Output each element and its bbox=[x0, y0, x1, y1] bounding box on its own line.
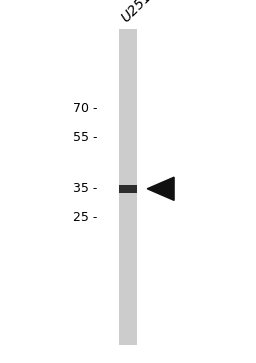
Text: 35 -: 35 - bbox=[73, 182, 97, 195]
Text: U251: U251 bbox=[118, 0, 154, 25]
Bar bbox=[119, 185, 137, 193]
Text: 25 -: 25 - bbox=[73, 211, 97, 224]
Polygon shape bbox=[147, 177, 174, 200]
Text: 70 -: 70 - bbox=[73, 102, 97, 115]
Text: 55 -: 55 - bbox=[73, 131, 97, 144]
Bar bbox=[119, 29, 137, 345]
